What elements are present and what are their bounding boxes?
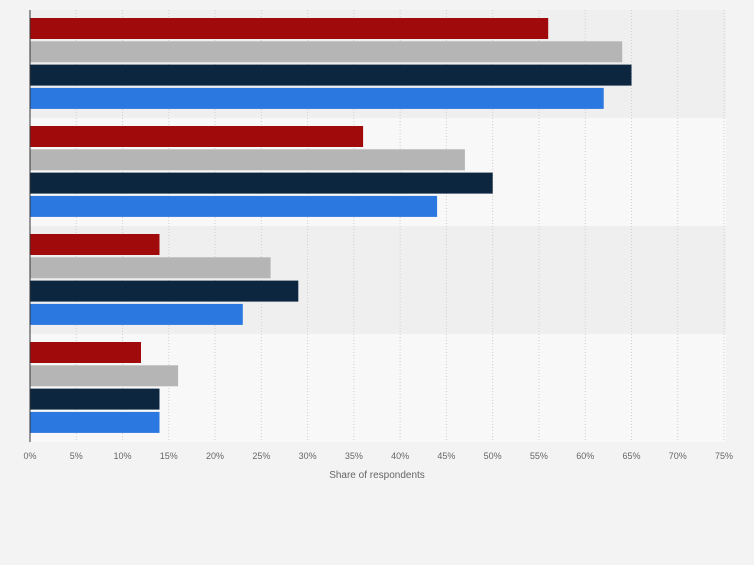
x-tick-label: 35% [345, 451, 363, 461]
x-axis-title: Share of respondents [329, 470, 425, 481]
x-tick-label: 25% [252, 451, 270, 461]
bar [30, 87, 604, 109]
x-tick-label: 65% [622, 451, 640, 461]
bar [30, 41, 623, 63]
x-tick-label: 60% [576, 451, 594, 461]
bar [30, 149, 465, 171]
bar [30, 126, 364, 147]
bar [30, 411, 160, 433]
bar [30, 172, 493, 194]
bar [30, 257, 271, 279]
bar [30, 303, 243, 325]
x-tick-label: 40% [391, 451, 409, 461]
bar [30, 18, 549, 39]
x-tick-label: 70% [669, 451, 687, 461]
x-tick-label: 30% [299, 451, 317, 461]
bar [30, 342, 141, 363]
x-axis-tick-labels: 0% 5% 10% 15% 20% 25% 30% 35% 40% 45% 50% 55% 60% 65%… [23, 451, 733, 461]
bar [30, 365, 179, 387]
x-tick-label: 20% [206, 451, 224, 461]
bar [30, 388, 160, 410]
x-tick-label: 45% [437, 451, 455, 461]
bar [30, 234, 160, 255]
x-tick-label: 15% [160, 451, 178, 461]
bars [30, 18, 632, 433]
x-tick-label: 5% [70, 451, 83, 461]
x-tick-label: 0% [23, 451, 36, 461]
x-tick-label: 10% [114, 451, 132, 461]
x-tick-label: 75% [715, 451, 733, 461]
x-tick-label: 55% [530, 451, 548, 461]
bar [30, 195, 438, 217]
x-tick-label: 50% [484, 451, 502, 461]
bar [30, 64, 632, 86]
bar [30, 280, 299, 302]
